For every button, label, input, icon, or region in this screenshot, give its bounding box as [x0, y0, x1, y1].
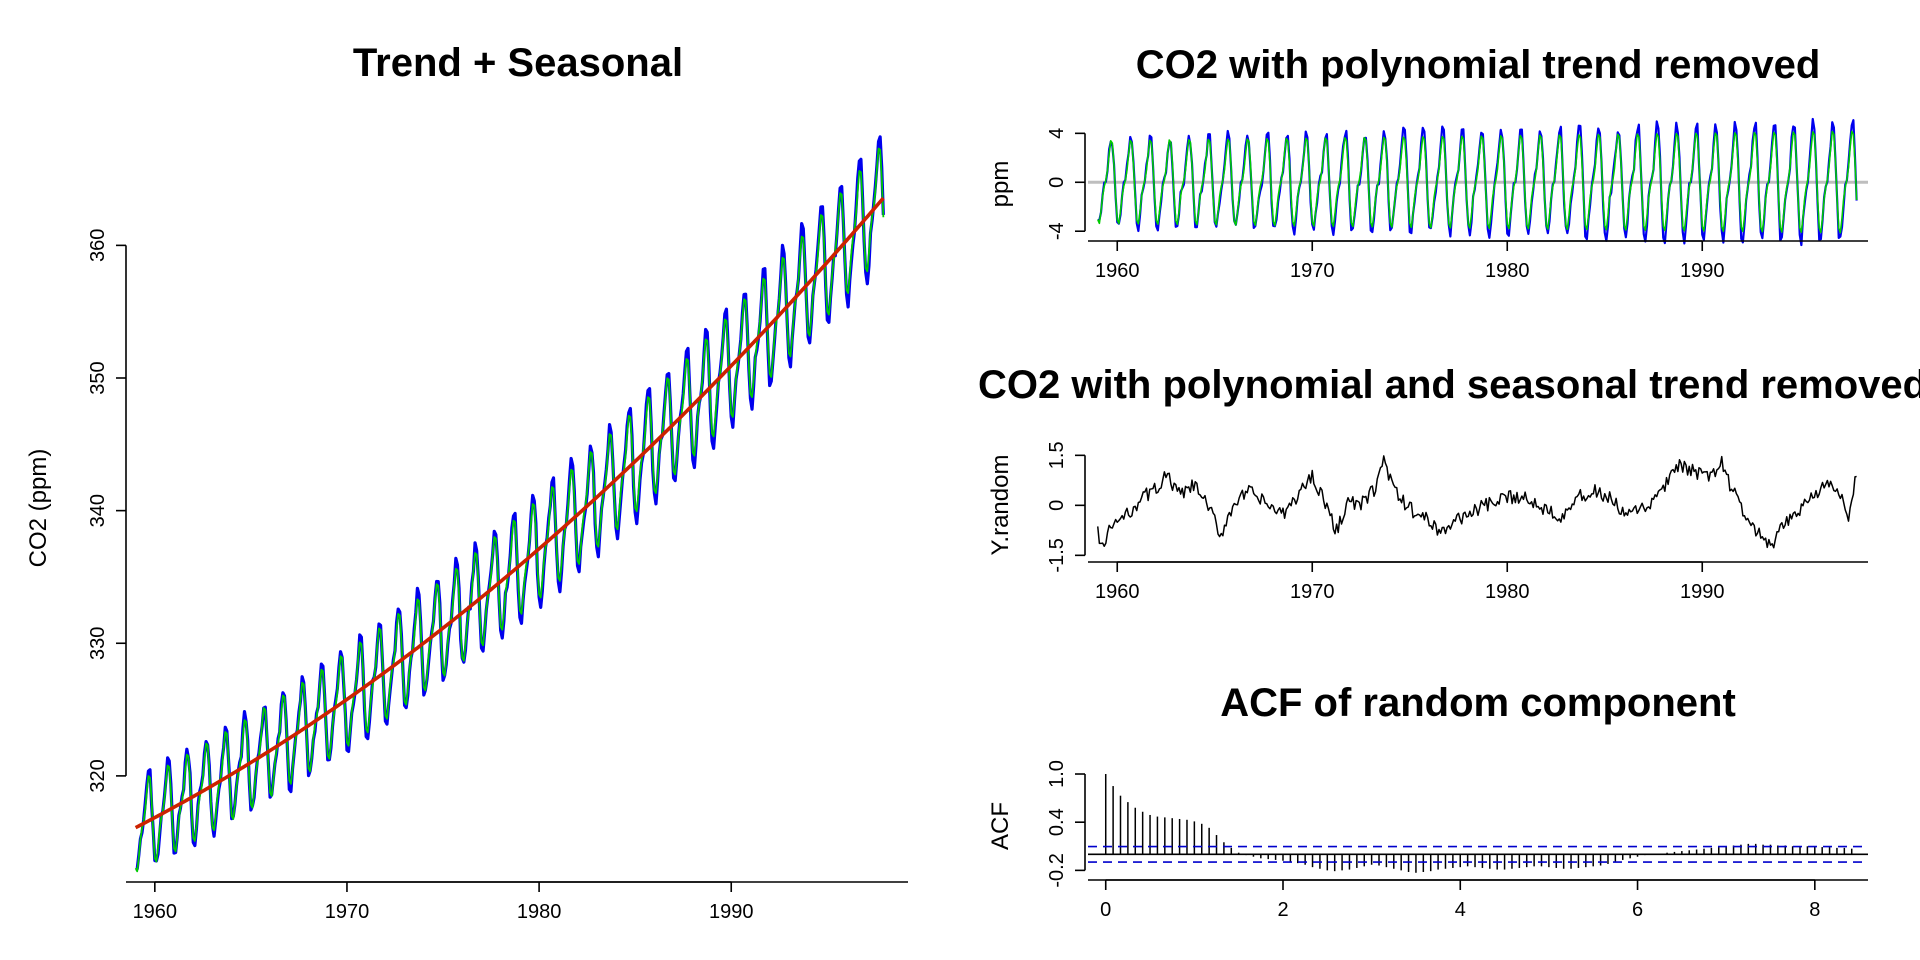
- y-tick-label: -4: [1046, 222, 1068, 240]
- y-tick-label: 4: [1046, 128, 1068, 139]
- x-tick-label: 1980: [1485, 260, 1530, 282]
- x-tick-label: 1990: [709, 901, 754, 923]
- x-tick-label: 1980: [517, 901, 562, 923]
- y-axis-label: ppm: [987, 161, 1014, 208]
- y-axis-label: CO2 (ppm): [25, 449, 52, 568]
- x-tick-label: 1990: [1680, 260, 1725, 282]
- y-tick-label: -1.5: [1046, 538, 1068, 572]
- x-tick-label: 1970: [1290, 581, 1335, 603]
- fitted-series-line: [134, 147, 885, 873]
- trend-seasonal-panel: Trend + Seasonal CO2 (ppm) 1960 1970 1980 1…: [25, 41, 908, 923]
- residual-series-line: [1097, 455, 1857, 549]
- y-tick-label: 320: [87, 759, 109, 792]
- chart-title: Trend + Seasonal: [353, 41, 683, 85]
- x-tick-label: 1990: [1680, 581, 1725, 603]
- x-tick-label: 1960: [1095, 581, 1140, 603]
- y-tick-label: 360: [87, 229, 109, 262]
- x-tick-label: 4: [1455, 899, 1466, 921]
- x-tick-label: 1960: [1095, 260, 1140, 282]
- plot-area: 1960 1970 1980 1990 -4 0 4: [1046, 117, 1868, 282]
- plot-area: 1960 1970 1980 1990 -1.5 0 1.5: [1046, 441, 1868, 603]
- x-tick-label: 8: [1809, 899, 1820, 921]
- y-tick-label: 0: [1046, 177, 1068, 188]
- x-tick-label: 6: [1632, 899, 1643, 921]
- y-tick-label: 330: [87, 627, 109, 660]
- y-tick-label: -0.2: [1046, 853, 1068, 887]
- y-axis-label: Y.random: [987, 455, 1014, 556]
- detrended-panel: CO2 with polynomial trend removed ppm 19…: [987, 43, 1868, 282]
- x-tick-label: 1980: [1485, 581, 1530, 603]
- acf-panel: ACF of random component ACF 0 2 4 6 8 -0.2 0.4…: [987, 681, 1868, 921]
- x-tick-label: 2: [1277, 899, 1288, 921]
- y-axis-label: ACF: [987, 802, 1014, 850]
- random-panel: CO2 with polynomial and seasonal trend r…: [978, 363, 1920, 603]
- chart-title: CO2 with polynomial trend removed: [1136, 43, 1821, 87]
- chart-title: ACF of random component: [1220, 681, 1736, 725]
- trend-series-line: [134, 196, 885, 830]
- plot-area: 1960 1970 1980 1990 320 330 340 350 360: [87, 135, 908, 923]
- y-tick-label: 0: [1046, 500, 1068, 511]
- x-tick-label: 0: [1100, 899, 1111, 921]
- y-tick-label: 1.0: [1046, 760, 1068, 788]
- chart-title: CO2 with polynomial and seasonal trend r…: [978, 363, 1920, 407]
- y-tick-label: 1.5: [1046, 441, 1068, 469]
- y-tick-label: 0.4: [1046, 808, 1068, 836]
- x-tick-label: 1970: [325, 901, 370, 923]
- plot-area: 0 2 4 6 8 -0.2 0.4 1.0: [1046, 760, 1868, 921]
- x-tick-label: 1970: [1290, 260, 1335, 282]
- y-tick-label: 350: [87, 361, 109, 394]
- x-tick-label: 1960: [133, 901, 178, 923]
- y-tick-label: 340: [87, 494, 109, 527]
- fitted-series-line: [1097, 130, 1858, 234]
